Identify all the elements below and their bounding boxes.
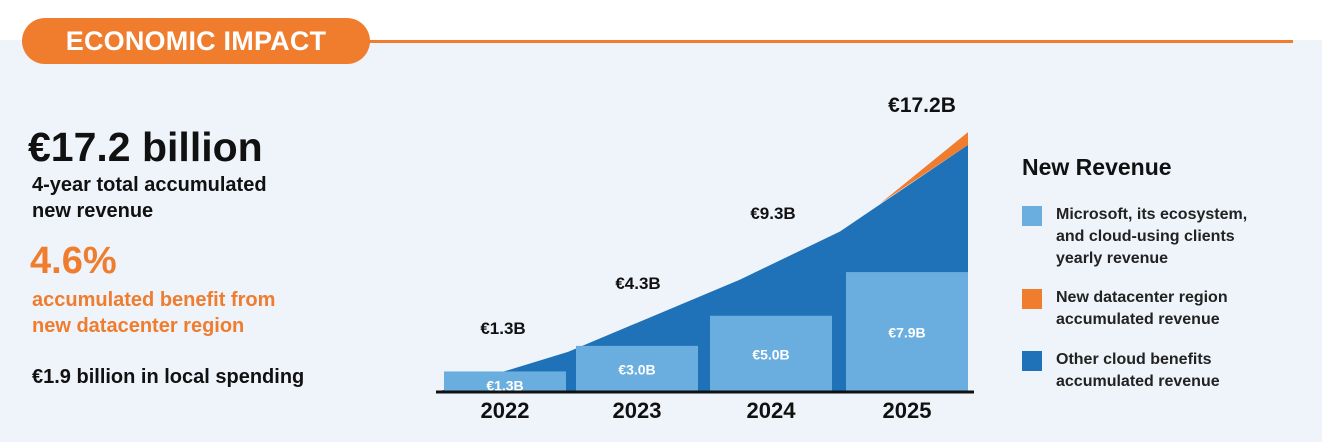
legend-swatch-other-cloud — [1022, 351, 1042, 371]
pct-caption-line-2: new datacenter region — [32, 315, 245, 337]
x-tick-2023: 2023 — [613, 398, 662, 423]
bar-label-2023: €3.0B — [618, 361, 655, 377]
legend-datacenter-line-1: New datacenter region — [1056, 289, 1228, 306]
legend-ecosystem-line-1: Microsoft, its ecosystem, — [1056, 206, 1248, 223]
total-revenue-value: €17.2 billion — [28, 124, 263, 170]
legend-ecosystem-line-2: and cloud-using clients — [1056, 228, 1235, 245]
total-label-2025: €17.2B — [888, 94, 956, 117]
legend-swatch-datacenter — [1022, 289, 1042, 309]
legend-other-line-1: Other cloud benefits — [1056, 351, 1212, 368]
local-spending: €1.9 billion in local spending — [32, 366, 305, 388]
x-tick-2022: 2022 — [481, 398, 530, 423]
bar-2024 — [710, 315, 832, 391]
legend-swatch-ecosystem — [1022, 206, 1042, 226]
x-tick-2025: 2025 — [883, 398, 932, 423]
total-label-2022: €1.3B — [480, 319, 525, 338]
bar-2022 — [444, 371, 566, 391]
benefit-percent-value: 4.6% — [30, 240, 117, 282]
legend-title: New Revenue — [1022, 154, 1172, 180]
bar-2023 — [576, 345, 698, 391]
x-tick-2024: 2024 — [747, 398, 797, 423]
bar-label-2022: €1.3B — [486, 377, 523, 393]
header-rule — [340, 40, 1293, 43]
bar-2025 — [846, 272, 968, 391]
legend-datacenter-line-2: accumulated revenue — [1056, 311, 1220, 328]
total-revenue-caption: 4-year total accumulated new revenue — [32, 172, 352, 224]
legend-other-line-2: accumulated revenue — [1056, 373, 1220, 390]
area-datacenter-region — [880, 132, 968, 204]
bar-label-2025: €7.9B — [888, 325, 925, 341]
total-label-2024: €9.3B — [750, 204, 795, 223]
total-label-2023: €4.3B — [615, 274, 660, 293]
total-caption-line-2: new revenue — [32, 200, 154, 222]
benefit-percent-caption: accumulated benefit from new datacenter … — [32, 287, 372, 339]
legend-ecosystem-line-3: yearly revenue — [1056, 250, 1169, 267]
total-caption-line-1: 4-year total accumulated — [32, 174, 267, 196]
bar-label-2024: €5.0B — [752, 346, 789, 362]
section-title: ECONOMIC IMPACT — [22, 18, 370, 64]
area-other-cloud-benefits — [440, 144, 968, 391]
pct-caption-line-1: accumulated benefit from — [32, 289, 276, 311]
